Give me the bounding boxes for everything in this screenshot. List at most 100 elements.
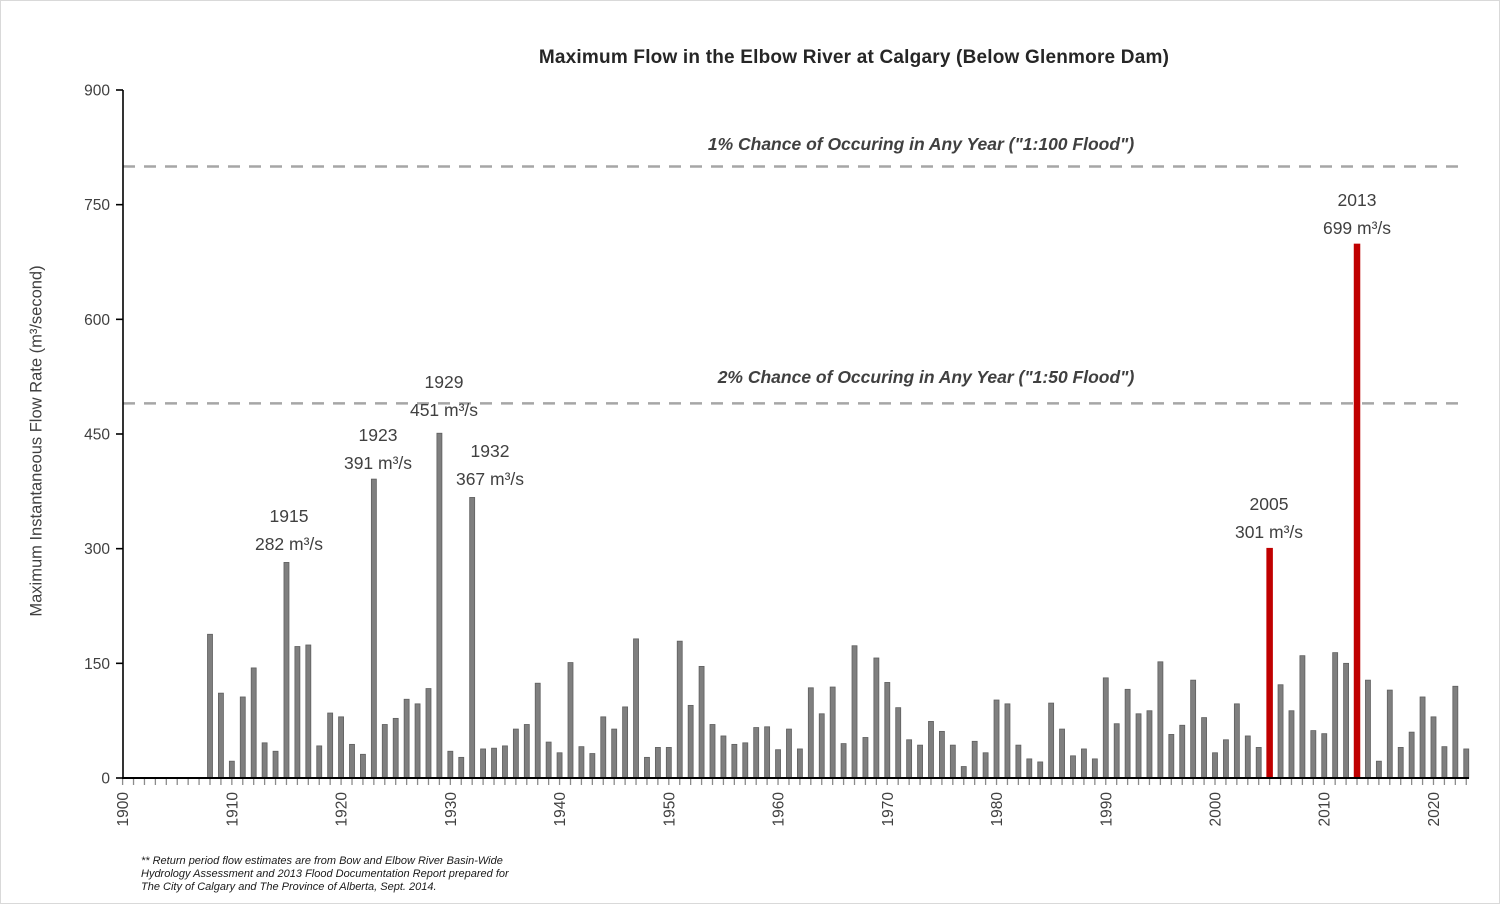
bar-1929 [436,432,443,779]
annotation-2005-value: 301 m³/s [1234,522,1304,542]
annotation-2013-year: 2013 [1337,190,1377,210]
bar-1947 [633,638,639,779]
bar-1946 [622,706,629,779]
bar-1921 [349,743,355,779]
bar-1938 [534,682,541,779]
bar-1983 [1026,758,1033,779]
ref-line-label-1-100-flood: 1% Chance of Occuring in Any Year ("1:10… [707,134,1135,154]
annotation-1932-value: 367 m³/s [455,469,525,489]
bar-2011 [1332,652,1339,779]
bar-2007 [1288,710,1295,779]
x-tick-label-1930: 1930 [443,792,460,827]
bar-1918 [316,745,323,779]
bar-1928 [425,688,432,779]
bar-1989 [1091,758,1098,779]
bar-1974 [928,721,934,779]
bar-1943 [589,753,596,779]
bar-1956 [731,743,738,779]
bar-1962 [796,748,803,779]
annotation-1932-year: 1932 [470,441,510,461]
bar-1916 [294,646,301,779]
bar-1965 [829,686,836,779]
bar-1951 [676,640,683,779]
annotation-2005-year: 2005 [1249,494,1289,514]
x-tick-label-2010: 2010 [1317,792,1334,827]
bar-2017 [1397,747,1404,779]
bar-1944 [600,716,607,779]
bar-2006 [1277,684,1284,779]
chart-title: Maximum Flow in the Elbow River at Calga… [538,47,1170,68]
annotation-1923-value: 391 m³/s [343,453,413,473]
bar-2003 [1244,735,1251,779]
bar-1945 [611,728,618,779]
bar-1999 [1201,717,1207,779]
bar-1960 [775,749,781,779]
y-tick-label-300: 300 [84,541,110,558]
x-tick-label-1920: 1920 [334,792,351,827]
bar-1994 [1146,710,1153,779]
bar-1993 [1135,713,1142,779]
ref-line-label-1-50-flood: 2% Chance of Occuring in Any Year ("1:50… [717,367,1135,387]
bar-1972 [906,739,913,779]
annotation-2005: 2005 301 m³/s [1235,490,1303,546]
bar-2018 [1408,731,1415,779]
bar-2008 [1299,655,1306,779]
bar-1984 [1037,761,1044,779]
bar-1992 [1124,688,1131,779]
bar-1963 [807,687,814,779]
bar-1986 [1059,728,1065,779]
bar-1940 [556,752,563,779]
bar-1926 [403,698,410,779]
x-tick-label-1910: 1910 [224,792,241,827]
bar-1927 [414,703,421,779]
bar-2012 [1343,662,1349,779]
bar-1991 [1113,723,1120,779]
bar-1933 [480,748,487,779]
bar-1937 [523,724,530,779]
bar-1941 [567,662,574,779]
bar-1971 [895,707,902,779]
bar-2014 [1365,679,1371,779]
x-tick-label-1900: 1900 [115,792,132,827]
bar-1976 [949,744,956,779]
bar-2005-highlight [1266,547,1273,778]
bar-1915 [283,562,290,779]
bar-1977 [960,766,967,779]
y-tick-label-450: 450 [84,427,110,444]
bar-1919 [327,712,334,779]
bar-1936 [512,728,519,779]
bar-2023 [1463,748,1470,779]
bar-1964 [818,713,825,779]
bar-2016 [1386,689,1393,779]
annotation-2013-value: 699 m³/s [1322,218,1392,238]
bar-1998 [1190,679,1197,779]
bar-2021 [1441,746,1448,779]
bar-2002 [1233,703,1240,779]
bar-1968 [862,737,869,779]
annotation-1915-year: 1915 [269,506,309,526]
bar-1925 [392,717,399,779]
annotation-1915-value: 282 m³/s [254,534,324,554]
bar-1990 [1102,677,1109,779]
bar-1948 [644,756,650,779]
annotation-1923-year: 1923 [358,425,398,445]
bar-2001 [1223,739,1229,779]
bar-1997 [1179,724,1186,779]
footnote-line-2: Hydrology Assessment and 2013 Flood Docu… [141,868,509,880]
bar-1942 [578,746,585,779]
annotation-1929-year: 1929 [424,372,464,392]
bar-1961 [786,728,792,779]
x-tick-label-2000: 2000 [1208,792,1225,827]
x-tick-label-1970: 1970 [880,792,897,827]
x-tick-label-1960: 1960 [771,792,788,827]
x-tick-label-2020: 2020 [1426,792,1443,827]
y-tick-label-600: 600 [84,312,110,329]
bar-2009 [1310,730,1317,779]
bar-1913 [261,742,268,779]
y-tick-label-750: 750 [84,197,110,214]
bar-1973 [917,744,923,779]
bar-1914 [272,750,279,779]
bar-2022 [1452,685,1459,779]
bar-1930 [447,750,454,779]
